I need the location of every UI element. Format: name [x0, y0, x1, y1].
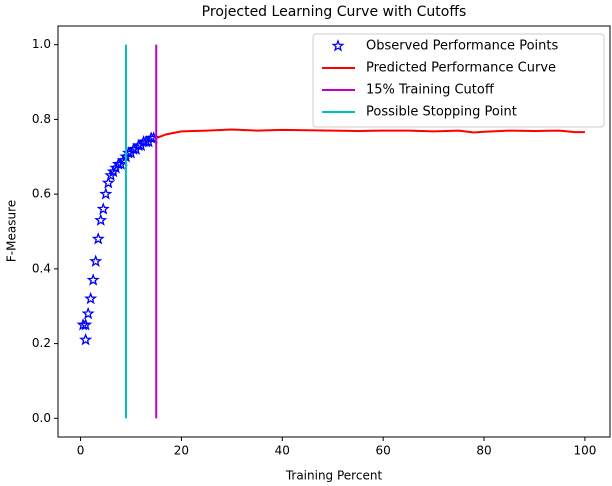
data-point [79, 332, 93, 346]
x-tick-label: 100 [573, 444, 596, 458]
data-point [79, 318, 93, 331]
data-point [86, 273, 100, 286]
data-point [94, 213, 108, 226]
legend-label: Predicted Performance Curve [366, 61, 556, 76]
data-point [81, 306, 95, 320]
y-tick-label: 0.4 [32, 261, 51, 275]
y-axis-label: F-Measure [5, 200, 19, 262]
legend-label: 15% Training Cutoff [366, 83, 495, 98]
x-tick-label: 80 [476, 444, 491, 458]
chart-title: Projected Learning Curve with Cutoffs [202, 4, 467, 20]
data-point [89, 254, 103, 267]
series-line [155, 128, 585, 140]
x-tick-label: 40 [275, 444, 290, 458]
x-tick-label: 20 [174, 444, 189, 458]
data-point [96, 202, 110, 215]
y-tick-label: 0.0 [32, 411, 51, 425]
x-axis-label: Training Percent [285, 469, 383, 483]
y-tick-label: 1.0 [32, 37, 51, 51]
data-point [101, 176, 115, 189]
legend-box [312, 33, 605, 128]
legend-label: Possible Stopping Point [366, 105, 517, 120]
data-point [91, 232, 105, 245]
y-tick-label: 0.2 [32, 336, 51, 350]
data-point [99, 187, 113, 200]
legend-marker [331, 39, 345, 52]
y-tick-label: 0.8 [32, 112, 51, 126]
data-point [84, 291, 98, 305]
data-point [147, 131, 161, 144]
plot-frame [57, 25, 611, 438]
x-tick-label: 0 [77, 444, 85, 458]
legend-label: Observed Performance Points [366, 39, 558, 54]
x-tick-label: 60 [376, 444, 391, 458]
y-tick-label: 0.6 [32, 187, 51, 201]
